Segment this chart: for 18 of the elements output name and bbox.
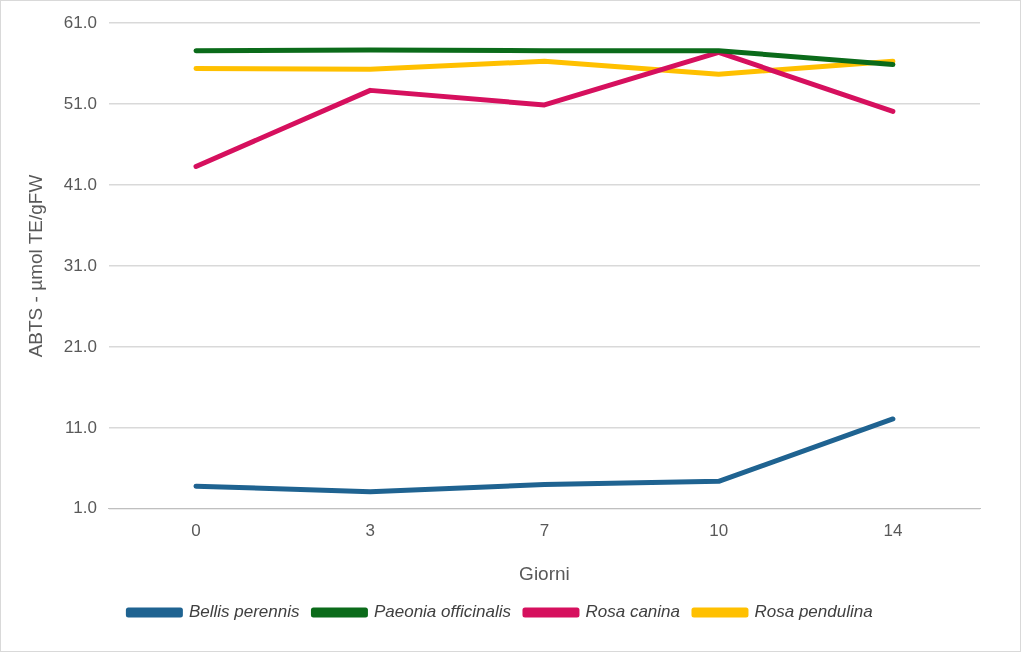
x-axis-title: Giorni <box>519 562 570 584</box>
y-tick-label: 31.0 <box>63 255 97 275</box>
x-tick-label: 0 <box>191 520 201 540</box>
legend-label: Bellis perennis <box>188 602 300 622</box>
y-tick-label: 61.0 <box>63 12 97 32</box>
x-tick-label: 10 <box>709 520 729 540</box>
x-tick-label: 14 <box>883 520 903 540</box>
legend-label: Paeonia officinalis <box>373 602 512 622</box>
y-tick-label: 11.0 <box>65 417 97 437</box>
legend-label: Rosa pendulina <box>754 602 873 622</box>
y-axis-title: ABTS - µmol TE/gFW <box>24 174 46 358</box>
y-tick-label: 21.0 <box>63 336 97 356</box>
x-tick-label: 3 <box>365 520 375 540</box>
y-tick-label: 51.0 <box>63 93 97 113</box>
y-tick-label: 41.0 <box>63 174 97 194</box>
legend-label: Rosa canina <box>585 602 680 622</box>
x-tick-label: 7 <box>539 520 550 540</box>
y-tick-label: 1.0 <box>73 498 97 518</box>
